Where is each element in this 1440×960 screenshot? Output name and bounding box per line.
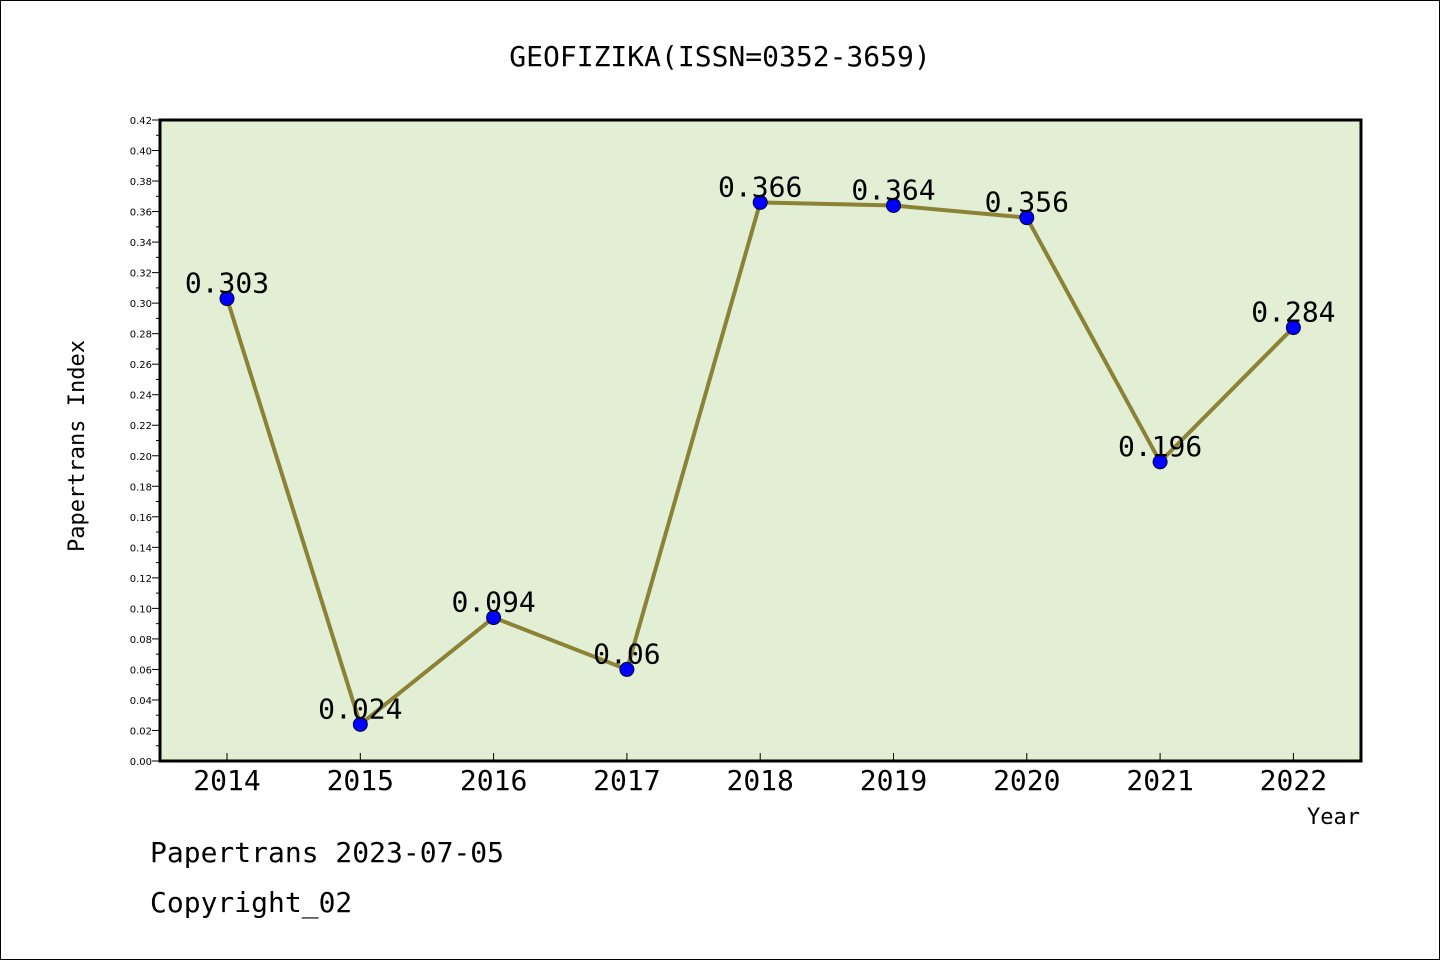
data-point <box>1285 320 1301 336</box>
footer-copyright: Copyright_02 <box>150 886 353 919</box>
y-tick-label: 0.14 <box>130 543 152 554</box>
y-tick-label: 0.00 <box>130 757 152 768</box>
y-tick-label: 0.40 <box>130 147 152 158</box>
data-label: 0.06 <box>593 637 660 670</box>
y-tick-label: 0.10 <box>130 604 152 615</box>
x-tick-label: 2015 <box>327 764 394 797</box>
chart-title: GEOFIZIKA(ISSN=0352-3659) <box>509 40 930 73</box>
data-point <box>352 716 368 732</box>
y-tick-label: 0.26 <box>130 360 152 371</box>
x-tick-label: 2022 <box>1260 764 1327 797</box>
y-tick-label: 0.34 <box>130 238 152 249</box>
y-axis-label: Papertrans Index <box>65 340 90 552</box>
data-point <box>752 194 768 210</box>
y-tick-label: 0.18 <box>130 482 152 493</box>
y-tick-label: 0.24 <box>130 391 152 402</box>
x-tick-label: 2014 <box>193 764 260 797</box>
data-point <box>1152 454 1168 470</box>
plot-area <box>160 120 1361 761</box>
x-axis-ticks: 2014 2015 2016 2017 2018 2019 2020 2021 2022 <box>193 753 1327 797</box>
y-tick-label: 0.42 <box>130 116 152 127</box>
data-label: 0.364 <box>851 173 935 206</box>
y-tick-label: 0.08 <box>130 635 152 646</box>
data-point <box>219 291 235 307</box>
data-point <box>1019 210 1035 226</box>
y-tick-label: 0.38 <box>130 177 152 188</box>
data-label: 0.284 <box>1251 296 1335 329</box>
y-tick-label: 0.36 <box>130 208 152 219</box>
x-tick-label: 2017 <box>593 764 660 797</box>
y-tick-label: 0.04 <box>130 696 152 707</box>
data-point <box>486 610 502 626</box>
data-label: 0.024 <box>318 692 402 725</box>
data-series: 0.303 0.024 0.094 0.06 0.366 0.364 0.356 0.196 0… <box>185 170 1336 732</box>
data-label: 0.366 <box>718 170 802 203</box>
y-tick-label: 0.20 <box>130 452 152 463</box>
data-label: 0.303 <box>185 267 269 300</box>
x-axis-label: Year <box>1307 805 1360 830</box>
y-tick-label: 0.02 <box>130 726 152 737</box>
data-label: 0.196 <box>1118 430 1202 463</box>
y-tick-label: 0.32 <box>130 269 152 280</box>
x-tick-label: 2021 <box>1126 764 1193 797</box>
x-tick-label: 2018 <box>726 764 793 797</box>
x-tick-label: 2019 <box>860 764 927 797</box>
y-tick-label: 0.22 <box>130 421 152 432</box>
footer-date: Papertrans 2023-07-05 <box>150 836 505 869</box>
y-axis-ticks: 0.00 0.02 0.04 0.06 0.08 0.10 0.12 0.14 0.16 0.18… <box>130 116 160 768</box>
data-point <box>619 661 635 677</box>
data-label: 0.094 <box>451 586 535 619</box>
data-label: 0.356 <box>985 186 1069 219</box>
y-tick-label: 0.28 <box>130 330 152 341</box>
plot-border <box>158 118 1363 763</box>
x-tick-label: 2020 <box>993 764 1060 797</box>
y-tick-label: 0.06 <box>130 665 152 676</box>
y-tick-label: 0.12 <box>130 574 152 585</box>
data-point <box>886 197 901 213</box>
y-tick-label: 0.30 <box>130 299 152 310</box>
x-tick-label: 2016 <box>460 764 527 797</box>
y-tick-label: 0.16 <box>130 513 152 524</box>
